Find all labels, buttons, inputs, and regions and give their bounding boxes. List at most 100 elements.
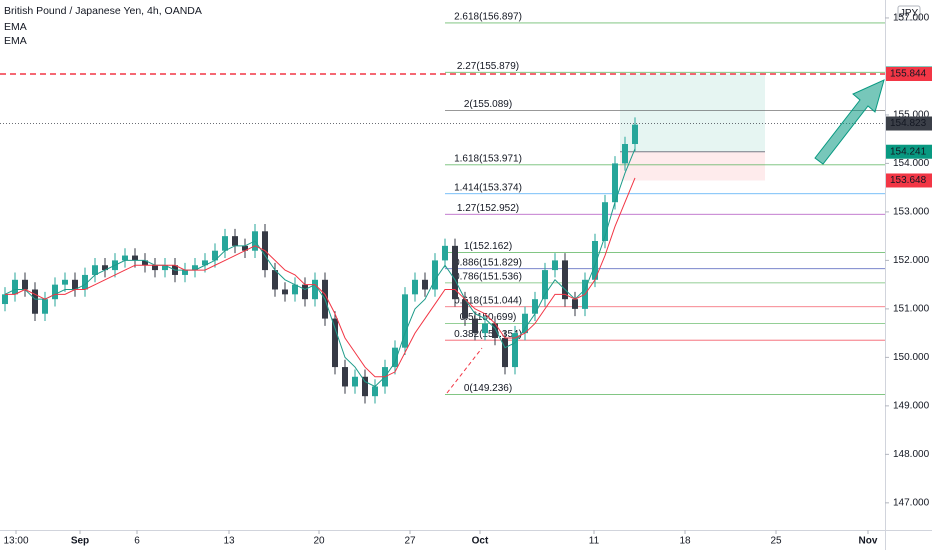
candle-body [242,245,248,251]
candle-body [202,260,208,266]
candle-body [372,386,378,397]
x-tick-label: 13:00 [3,536,28,547]
candle-body [122,255,128,261]
candle-body [442,245,448,261]
candle-body [392,347,398,368]
candle-body [272,270,278,290]
y-tick-label: 154.000 [893,158,930,169]
y-tick-label: 153.000 [893,207,930,218]
arrow [814,79,885,165]
candle-body [512,333,518,368]
x-tick-label: Oct [472,536,489,547]
legend-entry: EMA [4,21,27,33]
candle-body [32,289,38,314]
candle-body [222,236,228,251]
x-tick-label: 13 [223,536,235,547]
y-tick-label: 152.000 [893,255,930,266]
y-tick-label: 157.000 [893,13,930,24]
fib-label: 1(152.162) [464,241,512,252]
x-tick-label: 6 [134,536,140,547]
x-tick-label: 18 [679,536,691,547]
price-label: 154.241 [890,146,927,157]
candle-body [42,299,48,314]
candle-body [12,279,18,295]
candle-body [412,279,418,295]
fib-label: 2.618(156.897) [454,12,522,23]
candle-body [482,323,488,334]
fib-label: 2.27(155.879) [457,61,519,72]
candle-body [22,279,28,290]
candle-body [602,202,608,241]
candle-body [362,376,368,397]
ema-line [5,177,636,378]
fib-label: 0.886(151.829) [454,257,522,268]
candle-body [632,124,638,145]
currency-box[interactable] [897,5,921,21]
candle-body [432,260,438,290]
candle-body [132,255,138,261]
x-tick-label: Nov [859,536,878,547]
candle-body [72,279,78,290]
legend-entry: EMA [4,35,27,47]
x-tick-label: 25 [770,536,782,547]
price-label: 155.844 [890,69,927,80]
candle-body [622,144,628,164]
candle-body [472,318,478,334]
x-tick-label: 27 [404,536,416,547]
candle-body [502,337,508,368]
y-tick-label: 148.000 [893,449,930,460]
candle-body [522,313,528,334]
candle-body [302,284,308,300]
price-label-box [886,173,932,188]
candle-body [152,265,158,271]
candle-body [182,270,188,275]
fib-label: 0.5(150.699) [460,312,517,323]
currency[interactable]: JPY [900,8,919,19]
candle-body [532,299,538,314]
fib-label: 2(155.089) [464,99,512,110]
candle-body [572,299,578,309]
candle-body [342,367,348,387]
trend-line [446,347,483,394]
candle-body [612,163,618,203]
fib-label: 0(149.236) [464,383,512,394]
candle-body [2,294,8,305]
y-tick-label: 149.000 [893,401,930,412]
fib-label: 1.618(153.971) [454,153,522,164]
price-label: 154.823 [890,118,927,129]
candle-body [292,284,298,295]
chart-title: British Pound / Japanese Yen, 4h, OANDA [4,5,202,17]
price-label-box [886,144,932,159]
fib-label: 0.786(151.536) [454,272,522,283]
y-tick-label: 155.000 [893,110,930,121]
candle-body [52,284,58,300]
candle-body [352,376,358,387]
candle-body [92,265,98,275]
candle-body [162,265,168,271]
position-loss-zone [620,151,765,181]
candle-body [562,260,568,300]
candle-body [62,279,68,285]
candle-body [332,318,338,368]
candle-body [552,260,558,271]
fib-label: 1.27(152.952) [457,203,519,214]
x-tick-label: 11 [589,536,600,547]
candle-body [542,270,548,300]
y-tick-label: 151.000 [893,304,930,315]
price-label-box [886,116,932,131]
fib-label: 0.618(151.044) [454,295,522,306]
x-tick-label: 20 [313,536,325,547]
fib-label: 0.382(150.354) [454,329,522,340]
candle-body [192,265,198,271]
candle-body [452,245,458,300]
position-profit-zone [620,73,765,152]
candle-body [142,260,148,266]
y-tick-label: 150.000 [893,352,930,363]
fib-label: 1.414(153.374) [454,182,522,193]
candle-body [312,279,318,300]
candle-body [422,279,428,290]
ema-line [4,148,636,388]
x-tick-label: Sep [71,536,89,547]
price-label-box [886,66,932,81]
